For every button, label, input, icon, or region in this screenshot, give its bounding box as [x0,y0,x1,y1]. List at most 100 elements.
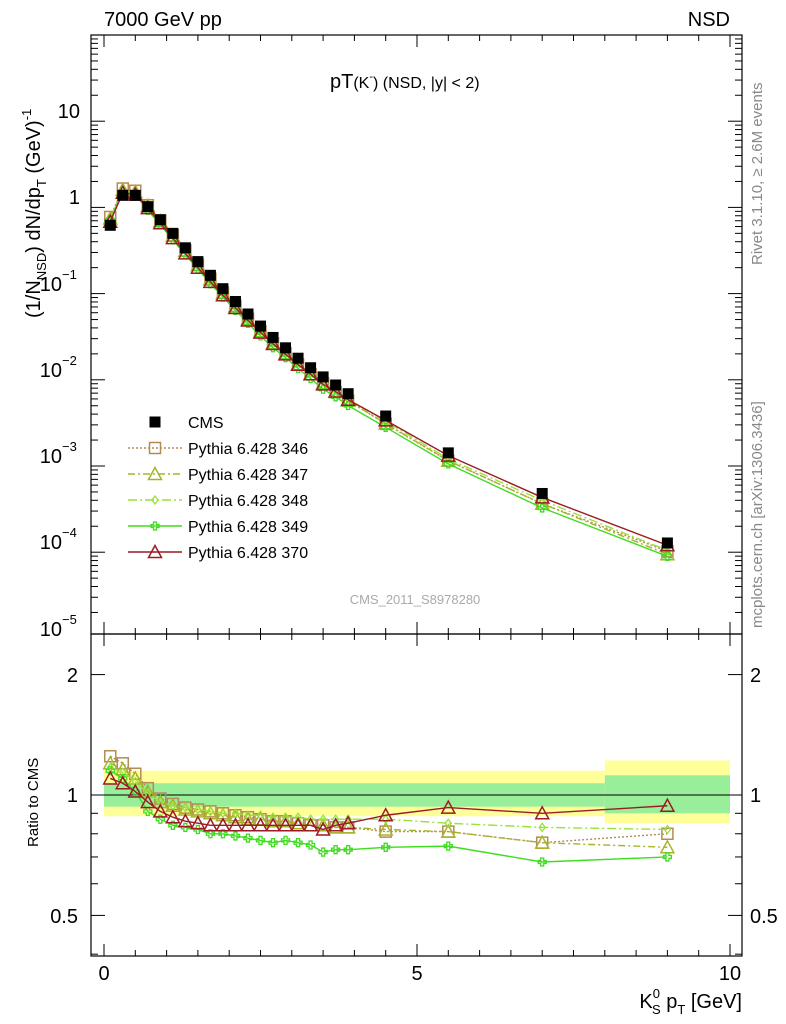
series-point-ratio-2 [281,812,290,823]
cms-data-point [104,219,116,231]
legend-label-347: Pythia 6.428 347 [188,467,308,484]
series-point-ratio-2 [294,812,302,823]
series-point-main-3 [662,551,673,561]
legend-label-346: Pythia 6.428 346 [188,441,308,458]
series-point-ratio-3 [280,835,291,846]
cms-data-point [217,283,229,295]
ylabel-b: ) dN/dp [23,187,45,253]
series-point-main-4 [277,346,294,361]
plot-title: pT(K-) (NSD, |y| < 2) [330,71,480,93]
series-point-ratio-4 [277,817,294,832]
cms-data-point [536,487,548,499]
series-point-ratio-3 [662,852,673,862]
series-point-ratio-3 [305,840,316,850]
cms-data-point [317,371,329,383]
series-point-ratio-2 [663,824,672,835]
x-axis-label: K0 S pT [GeV] [639,986,742,1017]
ylabel-a-sub: NSD [34,253,49,280]
cms-data-point [267,331,279,343]
xtick-label-0: 0 [98,963,109,985]
plot-title-rest: ) (NSD, |y| < 2) [373,75,480,92]
series-point-main-3 [330,392,341,402]
series-point-ratio-3 [105,766,115,776]
series-point-main-2 [663,545,672,556]
xlabel-unit: [GeV] [685,991,742,1013]
series-point-ratio-4 [302,817,319,832]
series-point-ratio-4 [377,807,394,822]
series-point-main-4 [302,366,319,381]
cms-data-point [129,189,141,201]
main-ytick-exp-1e-3: −3 [62,439,77,454]
series-point-main-4 [315,376,331,391]
series-point-ratio-1 [440,823,457,838]
cms-data-point [179,242,191,254]
cms-data-point [192,256,204,268]
series-point-ratio-2 [181,802,190,813]
series-point-ratio-4 [659,797,676,812]
main-ytick-label-1e-5: 10 [40,619,62,641]
series-point-ratio-3 [268,838,278,848]
exp-base: 10 [40,619,62,641]
series-point-ratio-1 [290,815,306,830]
series-point-ratio-0 [129,767,142,781]
series-point-ratio-2 [331,814,340,825]
cms-data-point [292,352,304,364]
main-ytick-label-1e-4: 10 [40,532,62,554]
series-point-ratio-3 [255,835,266,846]
ratio-ytick-label-0.5: 0.5 [50,906,78,928]
legend-marker-0 [148,441,162,455]
series-point-ratio-2 [144,788,152,799]
legend-marker-1 [147,465,163,481]
series-point-ratio-4 [202,817,219,832]
ylabel-c: (GeV) [23,120,45,179]
series-point-ratio-1 [340,819,356,834]
cms-data-point [204,269,216,281]
series-point-ratio-4 [252,817,269,832]
series-point-ratio-4 [115,775,131,790]
series-point-ratio-3 [193,824,203,835]
series-point-ratio-3 [293,838,303,848]
xlabel-p-sub: T [677,1002,685,1017]
series-point-ratio-4 [215,817,231,832]
series-point-main-3 [537,503,547,513]
series-point-ratio-1 [215,807,231,822]
series-point-ratio-4 [165,809,181,824]
series-point-ratio-3 [343,845,353,855]
cms-data-point [242,308,254,320]
plot-title-sub: (K [353,75,369,92]
series-point-main-4 [240,312,256,327]
series-point-main-4 [327,383,344,398]
series-point-ratio-1 [315,817,331,832]
ratio-ytick-label-right-1: 1 [750,785,761,807]
series-point-ratio-1 [265,813,281,828]
series-point-ratio-3 [537,857,547,867]
series-point-ratio-2 [306,814,315,825]
series-point-main-4 [265,335,281,351]
ylabel-c-sup: -1 [19,109,34,121]
xlabel-k-sub: S [652,1002,661,1017]
legend-markers [128,416,182,559]
main-ytick-exp-1e-1: −1 [62,267,77,282]
series-point-ratio-4 [177,813,194,828]
legend-label-370: Pythia 6.428 370 [188,545,308,562]
cms-data-point [330,379,342,391]
cms-data-point [661,537,673,549]
series-point-ratio-4 [315,821,331,836]
series-point-ratio-4 [290,817,306,832]
series-point-ratio-3 [155,814,165,824]
legend-label-349: Pythia 6.428 349 [188,519,308,536]
exp-base: 10 [40,532,62,554]
cms-data-point [167,227,179,239]
xlabel-k-sup: 0 [653,986,660,1001]
series-point-main-4 [227,299,244,315]
ylabel-b-sub: T [34,179,49,187]
main-ytick-label-1e-1: 10 [40,274,62,296]
series-point-ratio-4 [327,817,344,832]
main-ytick-exp-1e-2: −2 [62,353,77,368]
series-point-ratio-4 [140,794,156,809]
series-point-ratio-3 [443,841,453,851]
series-point-ratio-1 [277,813,294,828]
series-point-main-3 [381,422,391,432]
series-point-ratio-2 [444,818,453,829]
cms-data-point [442,447,454,459]
